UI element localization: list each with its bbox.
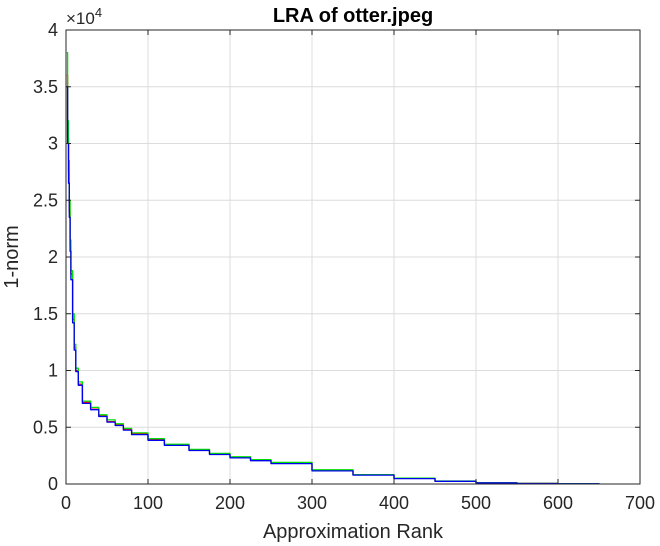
x-tick-label: 0 xyxy=(61,493,71,513)
y-tick-label: 2.5 xyxy=(33,190,58,210)
y-tick-labels: 0 0.5 1 1.5 2 2.5 3 3.5 4 xyxy=(33,20,58,494)
y-axis-exponent: ×104 xyxy=(66,5,102,28)
y-axis-exponent-power: 4 xyxy=(95,5,102,20)
series-lines xyxy=(66,52,600,485)
y-tick-label: 3 xyxy=(48,134,58,154)
grid-lines xyxy=(66,30,640,484)
y-tick-label: 2 xyxy=(48,247,58,267)
y-axis-exponent-base: ×10 xyxy=(66,9,95,28)
x-tick-label: 200 xyxy=(215,493,245,513)
axis-ticks xyxy=(65,29,641,485)
x-tick-label: 100 xyxy=(133,493,163,513)
chart-title: LRA of otter.jpeg xyxy=(273,5,433,27)
y-tick-label: 0 xyxy=(48,474,58,494)
y-tick-label: 3.5 xyxy=(33,77,58,97)
y-tick-label: 4 xyxy=(48,20,58,40)
x-tick-label: 300 xyxy=(297,493,327,513)
x-tick-label: 400 xyxy=(379,493,409,513)
series-line xyxy=(66,86,600,485)
y-tick-label: 0.5 xyxy=(33,417,58,437)
y-axis-label: 1-norm xyxy=(1,225,23,288)
y-tick-label: 1.5 xyxy=(33,304,58,324)
x-tick-labels: 0 100 200 300 400 500 600 700 xyxy=(61,493,655,513)
y-tick-label: 1 xyxy=(48,361,58,381)
x-tick-label: 600 xyxy=(543,493,573,513)
x-tick-label: 500 xyxy=(461,493,491,513)
x-tick-label: 700 xyxy=(625,493,655,513)
x-axis-label: Approximation Rank xyxy=(263,521,444,543)
